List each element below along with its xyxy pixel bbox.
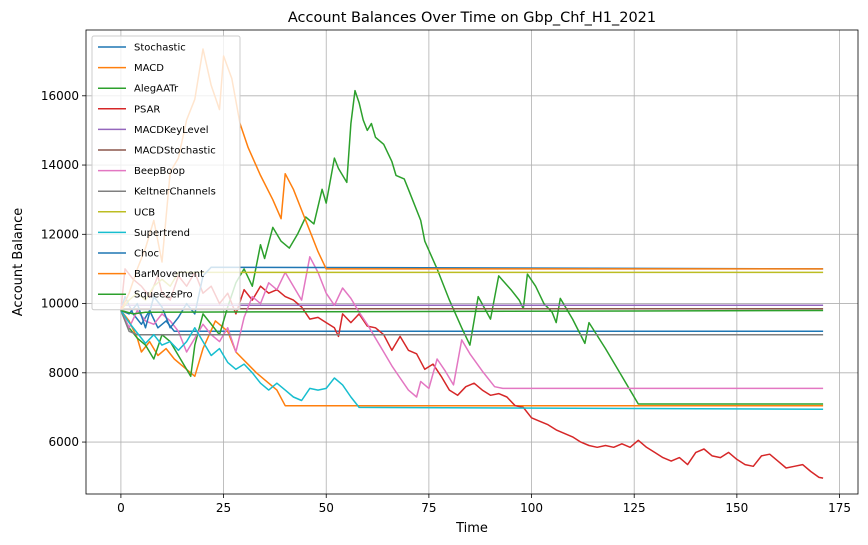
x-tick-label: 0	[117, 501, 125, 515]
x-tick-label: 75	[421, 501, 436, 515]
legend-entry: MACD	[134, 63, 164, 74]
legend-box	[91, 35, 241, 311]
legend-entry: BeepBoop	[134, 166, 185, 177]
x-tick-label: 25	[216, 501, 231, 515]
legend-entry: BarMovement	[134, 269, 204, 280]
series-line-keltnerchannels	[120, 310, 824, 336]
x-tick-label: 150	[725, 501, 748, 515]
y-axis-ticks: 6000 8000 10000 12000 14000 16000	[41, 89, 86, 449]
y-tick-label: 14000	[41, 158, 79, 172]
plot-frame	[85, 29, 859, 495]
x-tick-label: 50	[319, 501, 334, 515]
legend: Stochastic MACD AlegAATr PSAR MACDKeyLevel MA…	[91, 35, 241, 311]
chart-title: Account Balances Over Time on Gbp_Chf_H1…	[288, 10, 656, 26]
legend-entry: Supertrend	[134, 228, 190, 239]
x-tick-label: 100	[520, 501, 543, 515]
legend-entry: AlegAATr	[134, 84, 179, 95]
legend-entry: PSAR	[134, 104, 160, 115]
y-tick-label: 12000	[41, 227, 79, 241]
x-axis-label: Time	[455, 521, 488, 536]
series-line-alegaatr	[120, 89, 824, 405]
series-line-squeezepro	[120, 309, 824, 315]
x-tick-label: 175	[828, 501, 851, 515]
legend-entry: MACDKeyLevel	[134, 125, 209, 136]
grid	[86, 30, 858, 494]
series-line-supertrend	[120, 310, 824, 410]
y-tick-label: 6000	[48, 435, 79, 449]
legend-entry: MACDStochastic	[134, 146, 216, 157]
series-line-beepboop	[120, 256, 824, 398]
legend-entry: Stochastic	[134, 43, 186, 54]
x-tick-label: 125	[623, 501, 646, 515]
legend-entry: KeltnerChannels	[134, 187, 216, 198]
legend-entry: Choc	[134, 249, 159, 260]
y-tick-label: 8000	[48, 366, 79, 380]
legend-entry: UCB	[134, 207, 155, 218]
legend-entry: SqueezePro	[134, 290, 193, 301]
series-line-macd	[120, 310, 824, 407]
y-tick-label: 10000	[41, 297, 79, 311]
y-tick-label: 16000	[41, 89, 79, 103]
y-axis-label: Account Balance	[11, 208, 26, 316]
x-axis-ticks: 0 25 50 75 100 125 150 175	[117, 494, 851, 515]
